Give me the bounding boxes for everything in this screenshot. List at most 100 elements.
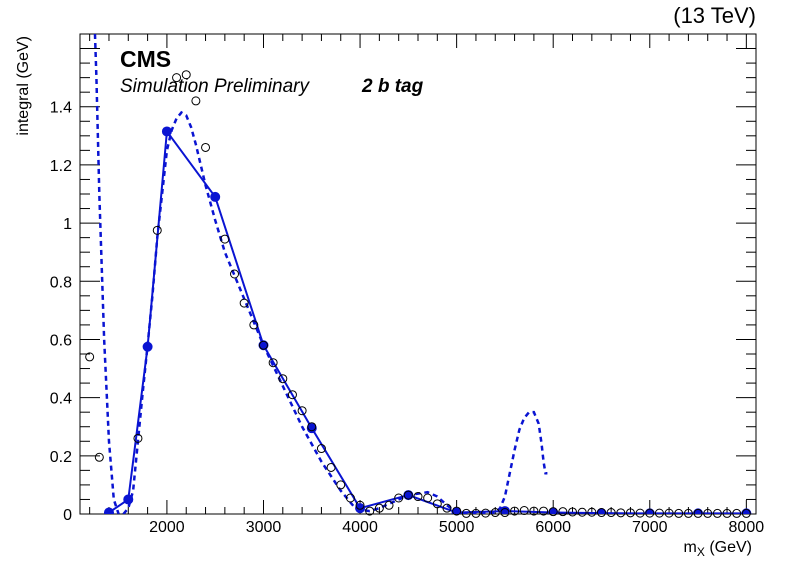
open-marker <box>732 508 742 518</box>
open-marker <box>654 508 664 518</box>
open-marker <box>722 508 732 518</box>
x-tick-label: 3000 <box>246 519 282 536</box>
y-tick-label: 0 <box>63 507 72 524</box>
x-axis-ticks <box>89 34 747 514</box>
open-marker <box>568 507 578 517</box>
open-marker <box>345 493 355 503</box>
solid-line <box>108 128 747 514</box>
open-marker <box>384 500 394 510</box>
y-axis-title: integral (GeV) <box>15 36 32 136</box>
plot-frame <box>79 33 757 515</box>
open-marker <box>249 320 259 330</box>
open-marker <box>616 508 626 518</box>
solid-marker <box>161 126 172 137</box>
category-label: 2 b tag <box>361 76 424 97</box>
open-marker <box>287 390 297 400</box>
open-marker <box>606 508 616 518</box>
open-marker <box>220 234 230 244</box>
open-marker <box>587 507 597 517</box>
energy-label: (13 TeV) <box>673 3 756 28</box>
open-marker <box>394 493 404 503</box>
open-marker <box>278 374 288 384</box>
open-marker <box>181 70 191 80</box>
y-tick-label: 0.4 <box>50 391 72 408</box>
solid-marker <box>355 503 366 514</box>
open-marker <box>365 506 375 516</box>
y-tick-label: 0.2 <box>50 449 72 466</box>
y-tick-labels: 0 0.2 0.4 0.6 0.8 1 1.2 1.4 <box>50 100 72 524</box>
open-marker <box>693 508 703 518</box>
open-marker <box>172 73 182 83</box>
open-marker <box>500 508 510 518</box>
y-tick-label: 0.6 <box>50 332 72 349</box>
open-marker <box>577 507 587 517</box>
open-marker <box>374 503 384 513</box>
dashed-curve <box>93 34 548 514</box>
open-marker <box>413 492 423 502</box>
x-tick-label: 4000 <box>342 519 378 536</box>
open-marker <box>297 406 307 416</box>
open-marker <box>201 142 211 152</box>
open-marker <box>558 507 568 517</box>
open-marker <box>230 269 240 279</box>
open-marker <box>307 422 317 432</box>
y-tick-label: 1.4 <box>50 100 72 117</box>
open-marker <box>355 500 365 510</box>
y-axis-ticks <box>80 33 756 515</box>
x-axis-title: mX (GeV) <box>684 539 752 559</box>
y-tick-label: 1 <box>63 216 72 233</box>
open-marker <box>239 298 249 308</box>
open-marker <box>539 506 549 516</box>
open-marker <box>664 508 674 518</box>
solid-marker <box>210 191 221 202</box>
open-marker <box>596 508 606 518</box>
open-marker <box>336 480 346 490</box>
y-tick-label: 0.8 <box>50 274 72 291</box>
solid-marker <box>451 507 462 514</box>
open-marker <box>674 508 684 518</box>
x-tick-label: 5000 <box>439 519 475 536</box>
open-marker <box>268 358 278 368</box>
y-tick-label: 1.2 <box>50 158 72 175</box>
open-marker <box>625 508 635 518</box>
solid-marker <box>499 506 510 514</box>
open-marker <box>403 490 413 500</box>
open-marker <box>510 506 520 516</box>
open-marker <box>490 508 500 518</box>
open-marker-series <box>85 70 751 518</box>
open-marker <box>326 462 336 472</box>
open-marker <box>529 506 539 516</box>
open-marker <box>712 508 722 518</box>
open-marker <box>133 433 143 443</box>
open-marker <box>85 352 95 362</box>
x-tick-labels: 2000 3000 4000 5000 6000 7000 8000 <box>149 519 764 536</box>
solid-marker <box>103 507 114 514</box>
cms-label: CMS <box>120 46 171 72</box>
open-marker <box>703 508 713 518</box>
x-tick-label: 7000 <box>632 519 668 536</box>
open-marker <box>741 508 751 518</box>
solid-line-series <box>103 126 752 514</box>
open-marker <box>423 493 433 503</box>
open-marker <box>461 508 471 518</box>
open-marker <box>258 340 268 350</box>
x-tick-label: 6000 <box>535 519 571 536</box>
dashed-curve-line <box>93 34 548 514</box>
open-marker <box>442 503 452 513</box>
open-marker <box>94 452 104 462</box>
open-marker <box>191 96 201 106</box>
solid-marker <box>123 494 134 505</box>
open-marker <box>645 508 655 518</box>
open-marker <box>316 444 326 454</box>
open-marker <box>471 508 481 518</box>
simulation-preliminary-label: Simulation Preliminary <box>120 76 311 97</box>
open-marker <box>152 225 162 235</box>
open-marker <box>432 499 442 509</box>
x-tick-label: 2000 <box>149 519 185 536</box>
open-marker <box>481 508 491 518</box>
solid-marker <box>142 341 153 352</box>
open-marker <box>519 506 529 516</box>
open-marker <box>683 508 693 518</box>
open-marker <box>452 506 462 516</box>
